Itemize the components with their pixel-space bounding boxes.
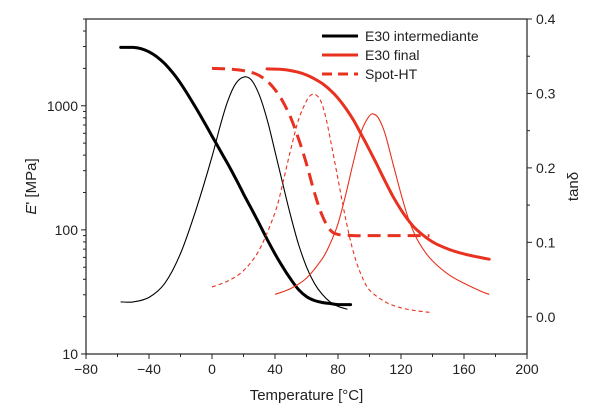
legend-label-1: E30 final	[365, 47, 419, 63]
y-left-axis-ticks: 10 100 1000	[47, 18, 86, 362]
x-tick-label: 160	[452, 361, 476, 377]
x-tick-label: −40	[137, 361, 161, 377]
plot-curves	[119, 45, 491, 313]
plot-frame	[85, 18, 528, 355]
series-1-tan-delta-line	[274, 113, 490, 295]
x-tick-label: 80	[330, 361, 346, 377]
x-axis-ticks: −80 −40 0 40 80 120 160 200	[74, 354, 539, 377]
y-left-tick-label: 1000	[47, 98, 78, 114]
series-2-tan-delta-line	[211, 93, 430, 313]
series-2-modulus-line	[211, 66, 430, 238]
y-left-tick-label: 10	[62, 346, 78, 362]
x-tick-label: 0	[208, 361, 216, 377]
series-1-modulus-line	[265, 67, 491, 261]
y-left-axis-label-unit: ' [MPa]	[23, 158, 40, 204]
y-right-tick-label: 0.4	[536, 11, 556, 27]
legend-label-0: E30 intermediante	[365, 28, 479, 44]
x-tick-label: −80	[74, 361, 98, 377]
x-tick-label: 200	[515, 361, 539, 377]
legend: E30 intermediante E30 final Spot-HT	[322, 28, 479, 82]
y-left-axis-label-symbol: E	[23, 204, 40, 215]
y-left-axis-label: E' [MPa]	[23, 158, 40, 214]
y-right-tick-label: 0.1	[536, 234, 556, 250]
y-right-tick-label: 0.3	[536, 85, 556, 101]
legend-label-2: Spot-HT	[365, 66, 418, 82]
y-right-axis-ticks: 0.0 0.1 0.2 0.3 0.4	[527, 11, 556, 325]
x-axis-label: Temperature [°C]	[250, 387, 364, 404]
y-right-tick-label: 0.2	[536, 160, 556, 176]
y-right-tick-label: 0.0	[536, 309, 556, 325]
series-0-tan-delta-line	[120, 76, 348, 310]
x-tick-label: 120	[389, 361, 413, 377]
series-0-modulus-line	[119, 45, 353, 307]
x-tick-label: 40	[267, 361, 283, 377]
y-right-axis-label: tanδ	[565, 172, 582, 201]
y-left-tick-label: 100	[55, 222, 79, 238]
